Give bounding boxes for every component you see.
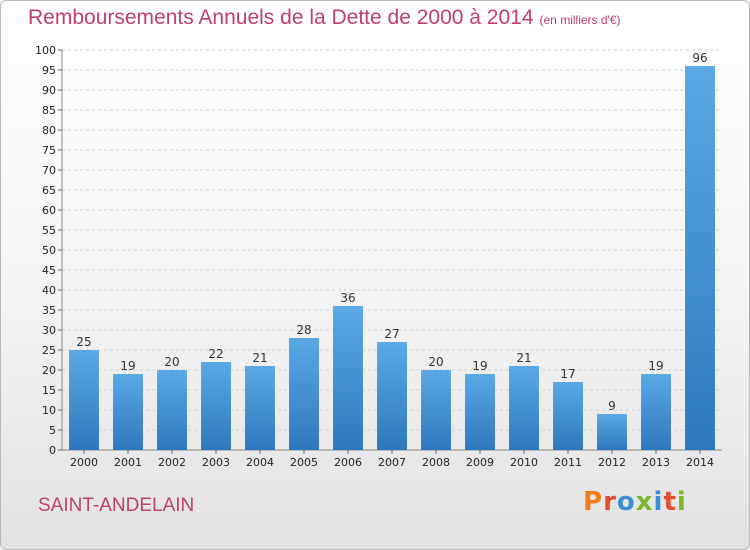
y-tick-label: 40 (42, 284, 56, 297)
y-tick-label: 10 (42, 404, 56, 417)
logo-letter: P (583, 487, 604, 517)
logo-letter: r (603, 487, 617, 517)
x-tick-label: 2002 (158, 456, 186, 469)
data-label: 25 (76, 335, 91, 349)
x-tick-label: 2009 (466, 456, 494, 469)
y-tick-label: 95 (42, 64, 56, 77)
y-tick-label: 5 (49, 424, 56, 437)
bar (201, 362, 231, 450)
y-tick-label: 20 (42, 364, 56, 377)
bar (509, 366, 539, 450)
bar (553, 382, 583, 450)
data-label: 21 (516, 351, 531, 365)
x-tick-label: 2004 (246, 456, 274, 469)
bar (597, 414, 627, 450)
logo-letter: t (663, 487, 677, 517)
bar (421, 370, 451, 450)
y-tick-label: 80 (42, 124, 56, 137)
chart-subtitle: (en milliers d'€) (539, 13, 621, 27)
data-label: 21 (252, 351, 267, 365)
chart-title-text: Remboursements Annuels de la Dette de 20… (28, 6, 534, 29)
data-label: 28 (296, 323, 311, 337)
y-tick-label: 85 (42, 104, 56, 117)
x-tick-label: 2006 (334, 456, 362, 469)
y-tick-label: 75 (42, 144, 56, 157)
x-tick-label: 2000 (70, 456, 98, 469)
commune-name: SAINT-ANDELAIN (38, 495, 195, 516)
data-label: 27 (384, 327, 399, 341)
y-tick-label: 60 (42, 204, 56, 217)
bar (333, 306, 363, 450)
x-tick-label: 2011 (554, 456, 582, 469)
y-tick-label: 35 (42, 304, 56, 317)
y-tick-label: 65 (42, 184, 56, 197)
data-label: 9 (608, 399, 616, 413)
x-tick-label: 2003 (202, 456, 230, 469)
y-tick-label: 50 (42, 244, 56, 257)
data-label: 17 (560, 367, 575, 381)
x-tick-label: 2007 (378, 456, 406, 469)
y-tick-label: 0 (49, 444, 56, 457)
bar (113, 374, 143, 450)
logo-letter: i (676, 487, 687, 517)
x-tick-label: 2012 (598, 456, 626, 469)
bar (289, 338, 319, 450)
y-tick-label: 55 (42, 224, 56, 237)
y-tick-label: 100 (35, 44, 56, 57)
bars (69, 66, 715, 450)
bar (377, 342, 407, 450)
data-label: 19 (120, 359, 135, 373)
bar (685, 66, 715, 450)
x-tick-label: 2010 (510, 456, 538, 469)
data-labels: 25 19 20 22 21 28 36 27 20 19 21 17 9 19 96 (76, 51, 707, 413)
y-tick-label: 30 (42, 324, 56, 337)
data-label: 96 (692, 51, 707, 65)
logo-letter: x (635, 487, 654, 517)
data-label: 20 (164, 355, 179, 369)
x-tick-label: 2014 (686, 456, 714, 469)
x-tick-label: 2005 (290, 456, 318, 469)
data-label: 19 (472, 359, 487, 373)
bar (245, 366, 275, 450)
data-label: 19 (648, 359, 663, 373)
x-tick-label: 2008 (422, 456, 450, 469)
chart-title: Remboursements Annuels de la Dette de 20… (28, 6, 621, 30)
bar (69, 350, 99, 450)
logo-letter: o (616, 487, 636, 517)
data-label: 20 (428, 355, 443, 369)
bar (465, 374, 495, 450)
data-label: 22 (208, 347, 223, 361)
proxiti-logo[interactable]: Proxiti (583, 487, 687, 517)
bar (157, 370, 187, 450)
y-tick-label: 15 (42, 384, 56, 397)
y-tick-label: 90 (42, 84, 56, 97)
y-tick-label: 25 (42, 344, 56, 357)
logo-letter: i (653, 487, 664, 517)
bar (641, 374, 671, 450)
data-label: 36 (340, 291, 355, 305)
x-tick-label: 2013 (642, 456, 670, 469)
y-tick-label: 70 (42, 164, 56, 177)
x-tick-label: 2001 (114, 456, 142, 469)
y-tick-label: 45 (42, 264, 56, 277)
